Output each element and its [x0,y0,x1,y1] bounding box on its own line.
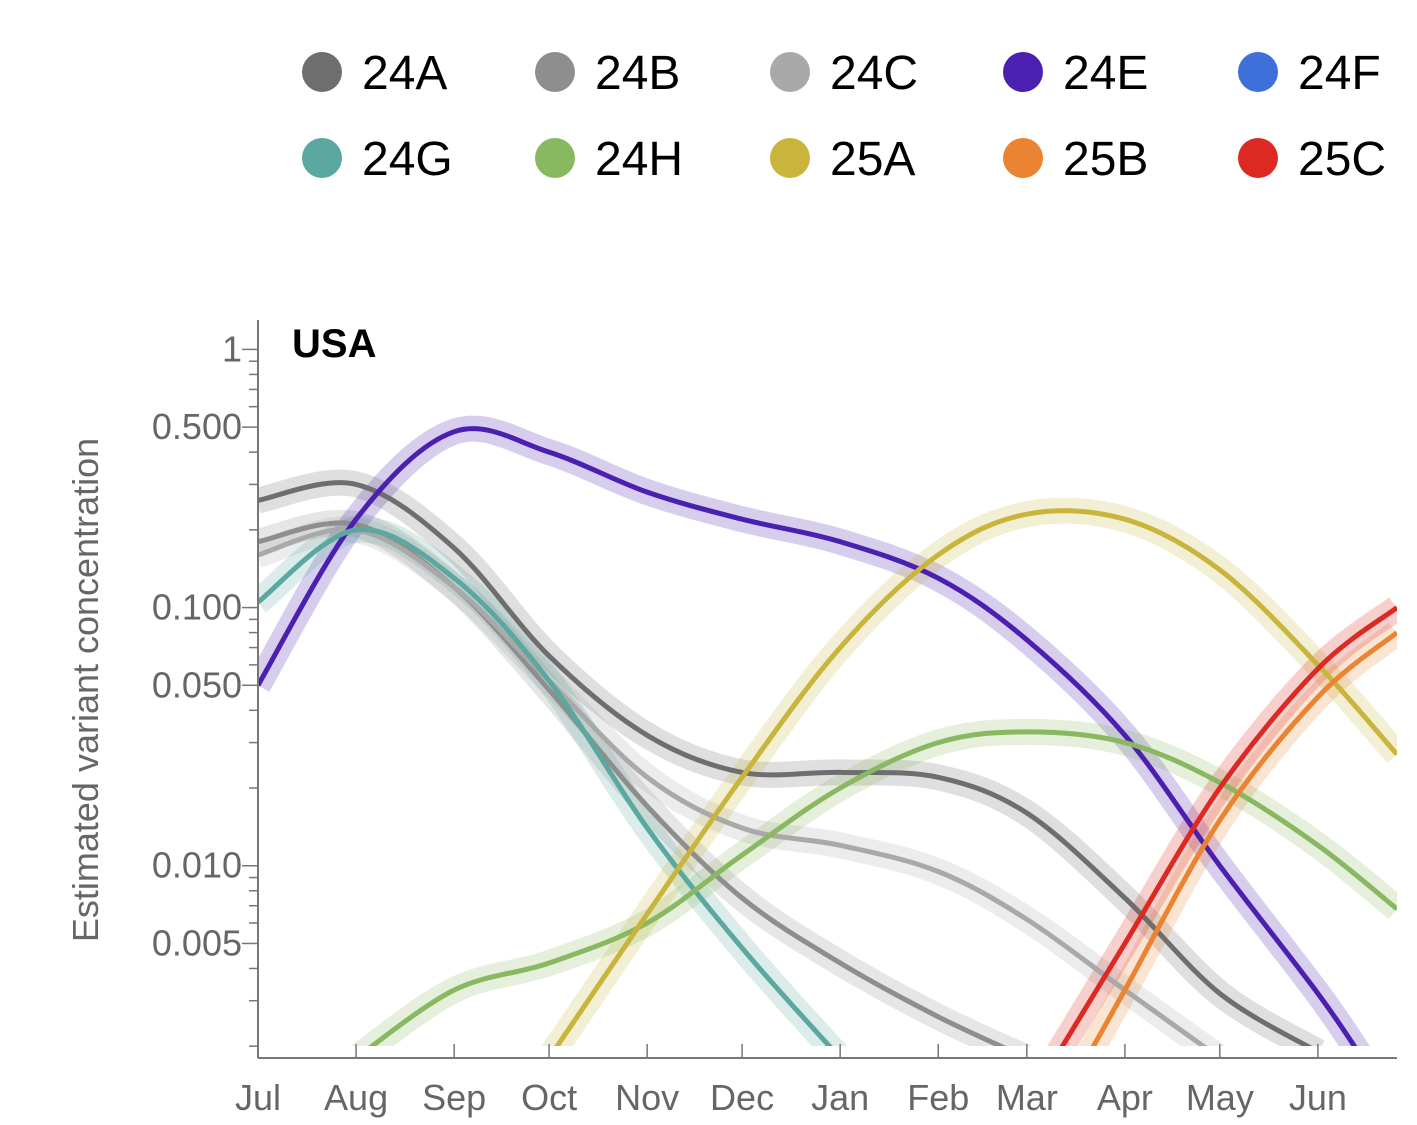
series-line-24g [258,527,833,1046]
legend-swatch-24g [302,138,342,178]
x-tick-label: Jun [1289,1077,1347,1118]
legend-label-25c: 25C [1298,133,1386,186]
x-tick-label: Sep [422,1077,486,1118]
legend-swatch-25b [1003,138,1043,178]
legend-swatch-25a [770,138,810,178]
y-tick-label: 1 [222,328,242,369]
legend-label-25a: 25A [830,133,915,186]
legend-label-25b: 25B [1063,133,1148,186]
series-line-24a [258,480,1313,1046]
series-line-24b [258,520,1007,1046]
legend-label-24a: 24A [362,47,447,100]
legend-swatch-24a [302,52,342,92]
series-line-24e [258,426,1358,1046]
legend-label-24f: 24F [1298,47,1381,100]
x-tick-label: Aug [324,1077,388,1118]
legend-swatch-24e [1003,52,1043,92]
legend-swatch-24f [1238,52,1278,92]
series-line-24c [258,526,1208,1046]
x-tick-label: Jul [235,1077,281,1118]
legend-label-24h: 24H [595,133,683,186]
series-line-25b [1090,630,1397,1046]
axes [257,320,1397,1059]
legend-swatch-24c [770,52,810,92]
y-axis-label: Estimated variant concentration [65,438,106,942]
y-tick-label: 0.100 [152,587,242,628]
legend: 24A 24B 24C 24E 24F 24G 24H 25A 25B 25C [302,47,1386,186]
x-tick-label: Oct [521,1077,577,1118]
y-tick-label: 0.005 [152,922,242,963]
series-band-24b [258,509,1032,1046]
x-tick-label: Mar [996,1077,1058,1118]
x-tick-label: May [1186,1077,1254,1118]
series-line-24h [368,729,1397,1046]
legend-swatch-24h [535,138,575,178]
x-tick-label: Jan [811,1077,869,1118]
series-band-24g [258,516,847,1046]
legend-label-24b: 24B [595,47,680,100]
series-line-25a [554,508,1397,1046]
y-tick-label: 0.010 [152,845,242,886]
legend-label-24c: 24C [830,47,918,100]
x-ticks: Jul Aug Sep Oct Nov Dec Jan Feb Mar Apr May Jun [235,1044,1347,1118]
x-tick-label: Nov [615,1077,679,1118]
y-ticks: 1 0.500 0.100 0.050 0.010 0.005 [152,328,258,1047]
legend-swatch-25c [1238,138,1278,178]
series-lines [258,426,1397,1046]
legend-label-24g: 24G [362,133,453,186]
legend-swatch-24b [535,52,575,92]
x-tick-label: Dec [710,1077,774,1118]
y-tick-label: 0.050 [152,664,242,705]
series-line-25c [1059,605,1397,1046]
confidence-bands [258,415,1397,1046]
chart-title: USA [292,322,376,366]
x-tick-label: Feb [907,1077,969,1118]
legend-label-24e: 24E [1063,47,1148,100]
x-tick-label: Apr [1097,1077,1153,1118]
y-tick-label: 0.500 [152,406,242,447]
